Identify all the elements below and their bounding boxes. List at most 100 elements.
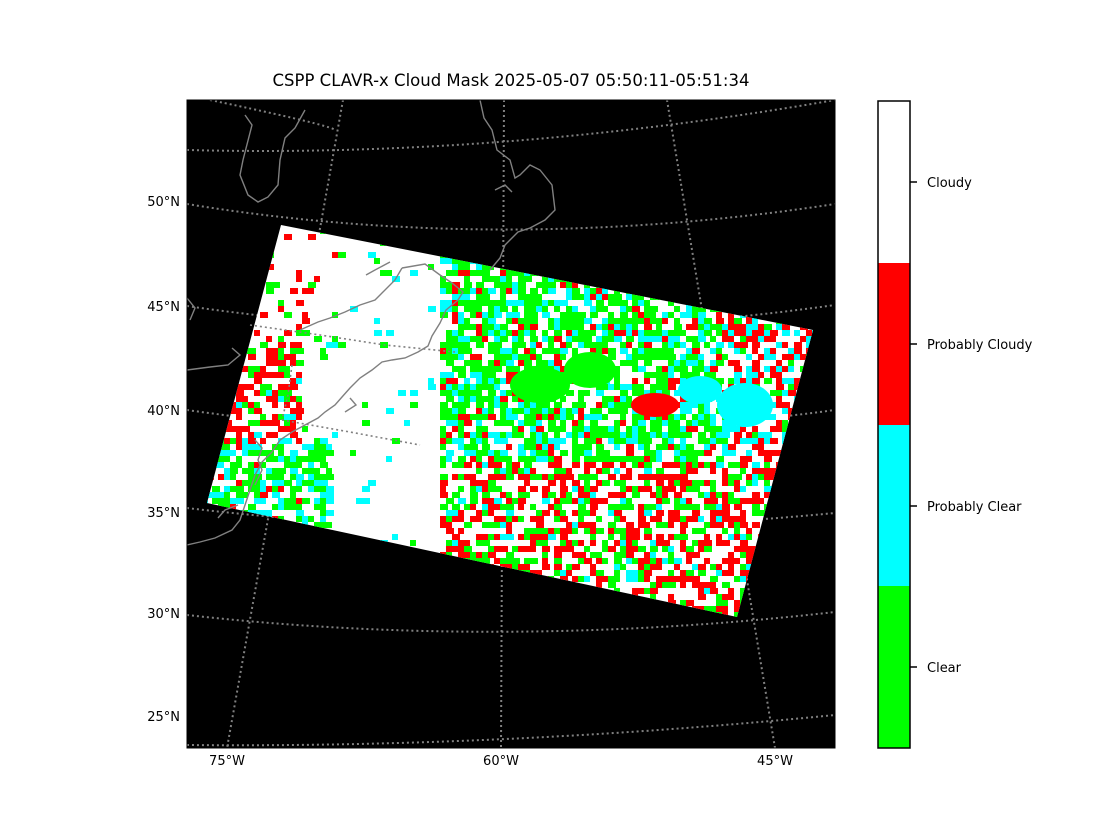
- cloud-mask-pixel: [578, 426, 584, 432]
- cloud-mask-pixel: [452, 348, 460, 354]
- cloud-mask-pixel: [596, 570, 604, 576]
- cloud-mask-pixel: [734, 612, 740, 617]
- cloud-mask-pixel: [680, 522, 688, 528]
- cloud-mask-pixel: [494, 504, 500, 510]
- cloud-mask-pixel: [260, 492, 268, 498]
- cloud-mask-pixel: [398, 390, 406, 396]
- cloud-mask-pixel: [440, 354, 446, 360]
- cloud-mask-pixel: [620, 420, 626, 426]
- cloud-mask-pixel: [572, 432, 578, 438]
- cloud-mask-pixel: [608, 300, 614, 306]
- cloud-mask-pixel: [272, 390, 278, 396]
- cloud-mask-pixel: [626, 546, 634, 552]
- cloud-mask-pixel: [620, 540, 626, 546]
- cloud-mask-pixel: [488, 306, 494, 312]
- cloud-mask-pixel: [488, 474, 494, 480]
- cloud-mask-pixel: [638, 294, 644, 300]
- cloud-mask-pixel: [674, 534, 682, 540]
- cloud-mask-pixel: [644, 450, 650, 456]
- cloud-mask-pixel: [680, 600, 686, 606]
- cloud-mask-pixel: [488, 264, 494, 270]
- cloud-mask-pixel: [452, 366, 458, 372]
- cloud-mask-pixel: [440, 444, 446, 450]
- cloud-mask-pixel: [476, 330, 482, 336]
- cloud-mask-pixel: [734, 438, 742, 444]
- cloud-mask-pixel: [536, 450, 544, 456]
- cloud-mask-pixel: [242, 444, 248, 450]
- cloud-mask-pixel: [746, 330, 752, 336]
- cloud-mask-pixel: [704, 588, 712, 594]
- cloud-mask-pixel: [614, 294, 622, 300]
- cloud-mask-pixel: [284, 312, 292, 318]
- cloud-mask-pixel: [236, 384, 244, 390]
- cloud-mask-pixel: [542, 552, 548, 558]
- cloud-mask-pixel: [530, 354, 536, 360]
- cloud-mask-pixel: [542, 276, 548, 282]
- cloud-mask-pixel: [590, 330, 596, 336]
- cloud-mask-pixel: [572, 402, 578, 408]
- cloud-mask-pixel: [764, 480, 770, 486]
- cloud-mask-pixel: [452, 402, 458, 408]
- cloud-mask-pixel: [572, 282, 578, 288]
- cloud-mask-pixel: [326, 498, 334, 504]
- cloud-mask-pixel: [524, 468, 530, 474]
- cloud-mask-pixel: [656, 522, 664, 528]
- cloud-mask-pixel: [578, 324, 584, 330]
- cloud-mask-pixel: [584, 288, 592, 294]
- cloud-mask-pixel: [608, 312, 614, 318]
- cloud-mask-pixel: [698, 318, 704, 324]
- cloud-mask-pixel: [596, 480, 602, 486]
- cloud-mask-pixel: [572, 294, 578, 300]
- cloud-mask-pixel: [650, 492, 656, 498]
- cloud-mask-pixel: [470, 516, 478, 522]
- cloud-mask-pixel: [644, 522, 650, 528]
- cloud-mask-pixel: [368, 252, 376, 258]
- cloud-mask-pixel: [290, 468, 298, 474]
- cloud-mask-pixel: [644, 312, 652, 318]
- cloud-mask-pixel: [578, 552, 586, 558]
- cloud-mask-pixel: [710, 462, 718, 468]
- cloud-mask-pixel: [290, 288, 298, 294]
- cloud-mask-pixel: [710, 582, 716, 588]
- cloud-mask-pixel: [626, 360, 634, 366]
- cloud-mask-pixel: [626, 534, 632, 540]
- cloud-mask-pixel: [524, 438, 532, 444]
- cloud-mask-pixel: [470, 492, 478, 498]
- cloud-mask-pixel: [620, 324, 628, 330]
- cloud-mask-pixel: [488, 534, 496, 540]
- cloud-mask-pixel: [278, 390, 286, 396]
- cloud-mask-pixel: [596, 582, 602, 588]
- cloud-mask-pixel: [632, 426, 640, 432]
- cloud-mask-pixel: [296, 504, 302, 510]
- cloud-mask-pixel: [506, 420, 514, 426]
- cloud-mask-pixel: [440, 258, 448, 264]
- cloud-mask-pixel: [314, 468, 320, 474]
- cloud-mask-pixel: [440, 438, 446, 444]
- cloud-mask-pixel: [464, 390, 470, 396]
- cloud-mask-pixel: [494, 474, 502, 480]
- cloud-mask-pixel: [602, 432, 610, 438]
- cloud-mask-pixel: [302, 468, 308, 474]
- cloud-mask-pixel: [782, 378, 790, 384]
- cloud-mask-pixel: [374, 318, 380, 324]
- cloud-mask-pixel: [308, 234, 316, 240]
- cloud-mask-pixel: [608, 432, 614, 438]
- cloud-mask-pixel: [662, 390, 670, 396]
- cloud-mask-pixel: [254, 444, 262, 450]
- cloud-mask-pixel: [806, 330, 812, 336]
- cloud-mask-pixel: [638, 558, 644, 564]
- cloud-mask-pixel: [488, 462, 494, 468]
- cloud-mask-pixel: [632, 318, 640, 324]
- cloud-mask-pixel: [500, 492, 508, 498]
- cloud-mask-pixel: [476, 480, 484, 486]
- cloud-mask-pixel: [674, 516, 682, 522]
- cloud-mask-pixel: [596, 348, 604, 354]
- cloud-mask-pixel: [632, 378, 638, 384]
- cloud-mask-pixel: [542, 558, 548, 564]
- longitude-gridlines: [226, 100, 776, 748]
- cloud-mask-pixel: [572, 324, 578, 330]
- cloud-mask-pixel: [734, 480, 740, 486]
- cloud-mask-pixel: [470, 504, 476, 510]
- cloud-mask-pixel: [716, 360, 724, 366]
- cloud-mask-pixel: [572, 564, 580, 570]
